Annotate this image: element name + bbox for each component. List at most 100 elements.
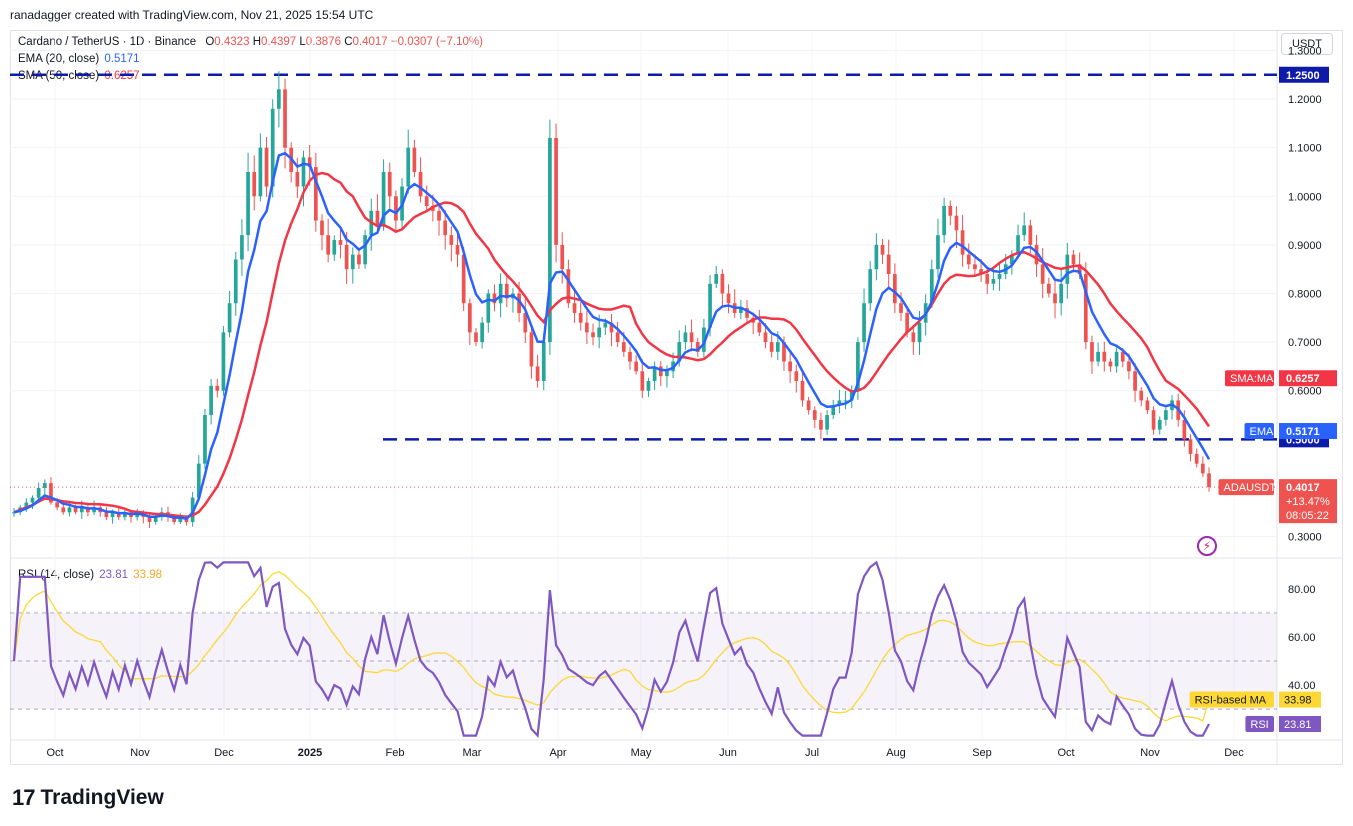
candle-body <box>985 274 990 284</box>
candle-body <box>966 254 971 265</box>
candle-body <box>1207 473 1211 488</box>
candle-body <box>92 507 96 513</box>
candle-body <box>837 400 842 406</box>
candle-body <box>209 385 213 416</box>
candle-body <box>461 254 466 304</box>
candle-body <box>615 332 620 343</box>
candle-body <box>381 171 386 226</box>
candle-body <box>689 332 694 343</box>
candle-body <box>769 342 774 352</box>
rsi-line <box>12 560 1210 738</box>
candle-body <box>418 171 423 197</box>
candle-body <box>677 342 682 362</box>
candle-body <box>480 322 484 343</box>
candle-body <box>794 371 799 381</box>
candle-body <box>246 171 250 236</box>
y-tick-label: 0.7000 <box>1288 337 1322 349</box>
candle-body <box>954 215 959 231</box>
currency-button[interactable]: USDT <box>1281 33 1333 55</box>
rsi-ma-line <box>13 571 1210 722</box>
candle-body <box>203 415 207 464</box>
candle-body <box>560 244 565 270</box>
tradingview-logo[interactable]: 17 TradingView <box>12 785 164 811</box>
candle-body <box>24 502 29 508</box>
price-tag-box <box>1279 423 1337 440</box>
candle-body <box>1133 371 1137 391</box>
candle-body <box>621 342 626 352</box>
rsi-y-tick-label: 40.00 <box>1288 680 1316 692</box>
price-tag-countdown: 08:05:22 <box>1286 510 1329 522</box>
candle-body <box>147 517 152 522</box>
candle-body <box>233 259 238 304</box>
candle-body <box>338 240 343 245</box>
candle-body <box>831 405 836 416</box>
candle-body <box>1016 235 1020 255</box>
candle-body <box>443 220 448 236</box>
candle-body <box>702 327 706 352</box>
lightning-icon[interactable]: ⚡ <box>1197 536 1217 556</box>
candle-body <box>905 312 910 333</box>
rsi-name-label: RSI <box>1250 719 1268 731</box>
candle-body <box>455 244 460 255</box>
series-name-label: EMA <box>1250 426 1275 438</box>
candle-body <box>1046 283 1051 294</box>
candle-body <box>110 512 115 518</box>
tradingview-logo-icon: 17 <box>12 785 36 810</box>
candle-body <box>757 322 762 333</box>
price-tag-value: 0.5171 <box>1286 426 1320 438</box>
candle-body <box>1022 225 1027 236</box>
candle-body <box>73 507 78 513</box>
candle-body <box>1040 264 1045 284</box>
symbol-name: Cardano / TetherUS · 1D · Binance <box>18 36 197 48</box>
candle-body <box>825 415 829 430</box>
candle-body <box>856 342 860 391</box>
candle-body <box>258 147 263 197</box>
x-tick-label: Jun <box>719 747 737 759</box>
candle-body <box>387 171 392 197</box>
candle-body <box>357 254 361 265</box>
candle-body <box>320 220 324 236</box>
candle-body <box>726 293 731 304</box>
rsi-name-label: RSI-based MA <box>1195 695 1267 707</box>
candle-body <box>548 137 552 343</box>
candle-body <box>492 293 497 304</box>
candle-body <box>1010 254 1014 265</box>
candle-body <box>862 303 866 343</box>
candle-body <box>344 244 349 270</box>
candle-body <box>893 274 897 304</box>
series-name-tag <box>1244 423 1274 440</box>
candle-body <box>991 278 996 284</box>
x-tick-label: Oct <box>46 747 63 759</box>
rsi-name-tag <box>1189 691 1274 708</box>
candle-body <box>763 332 768 343</box>
candle-body <box>745 308 749 318</box>
rsi-name-tag <box>1245 716 1274 733</box>
candle-body <box>800 381 805 401</box>
candle-body <box>86 507 90 513</box>
candle-body <box>640 371 645 391</box>
symbol-legend[interactable]: Cardano / TetherUS · 1D · Binance O0.432… <box>18 36 483 48</box>
candle-body <box>652 366 657 381</box>
candle-body <box>997 274 1002 279</box>
candle-body <box>104 512 109 518</box>
candle-body <box>597 327 602 338</box>
candle-body <box>221 332 226 391</box>
candles <box>12 71 1211 528</box>
candle-body <box>363 235 367 265</box>
candle-body <box>929 269 934 304</box>
candle-body <box>252 171 257 197</box>
candle-body <box>1065 254 1070 284</box>
candle-body <box>123 512 127 518</box>
candle-body <box>467 303 472 333</box>
sma-50-line <box>13 171 1211 519</box>
candle-body <box>782 342 786 362</box>
candle-body <box>535 366 540 381</box>
ema-legend[interactable]: EMA (20, close) 0.5171 <box>18 53 140 65</box>
candle-body <box>36 487 41 498</box>
candle-body <box>1182 419 1187 440</box>
candle-body <box>270 108 275 187</box>
candle-body <box>1151 410 1156 430</box>
candle-body <box>1102 351 1107 362</box>
x-tick-label: Dec <box>214 747 234 759</box>
